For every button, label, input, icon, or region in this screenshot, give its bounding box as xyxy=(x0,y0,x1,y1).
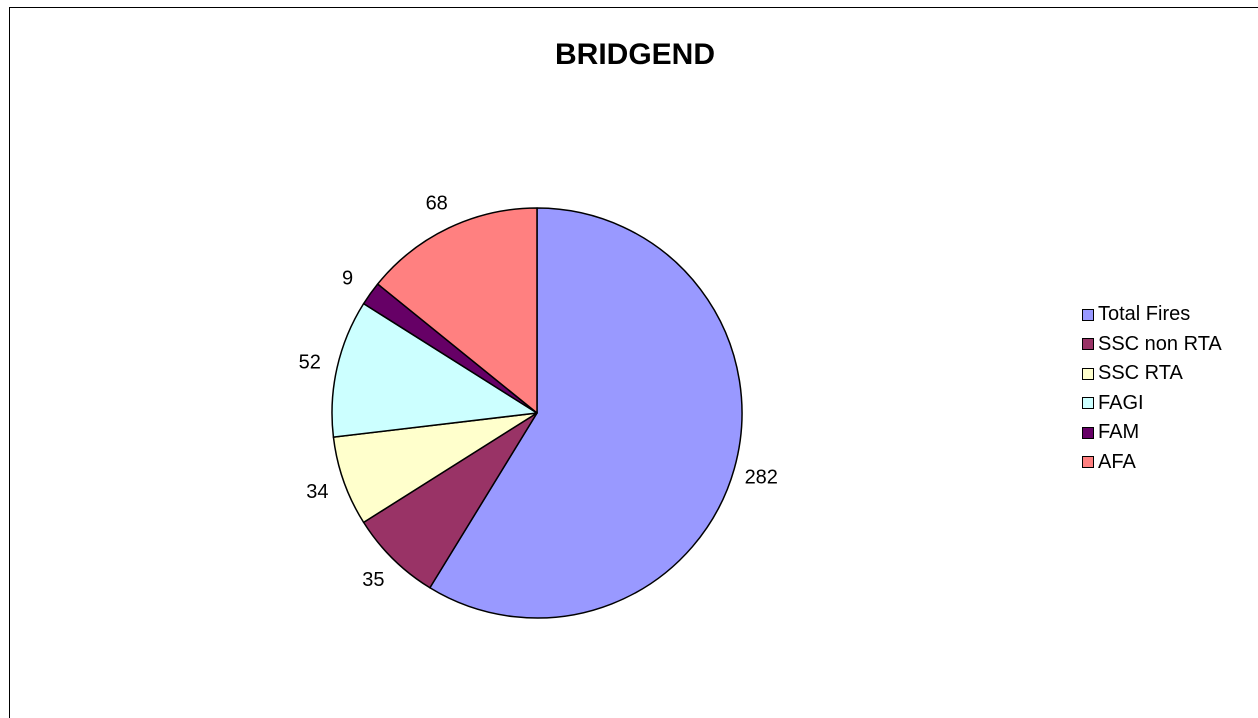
legend-item: FAGI xyxy=(1082,389,1222,419)
chart-legend: Total Fires SSC non RTA SSC RTA FAGI FAM AFA xyxy=(1082,300,1222,477)
legend-swatch xyxy=(1082,367,1094,380)
legend-label: Total Fires xyxy=(1098,303,1191,326)
data-label-afa: 68 xyxy=(426,193,448,215)
pie-slice-total-fires xyxy=(429,207,743,619)
data-label-ssc-non-rta: 35 xyxy=(362,569,384,591)
legend-swatch xyxy=(1082,338,1094,351)
legend-swatch xyxy=(1082,397,1094,410)
legend-label: FAGI xyxy=(1098,391,1144,414)
legend-label: SSC non RTA xyxy=(1098,332,1222,355)
legend-item: SSC RTA xyxy=(1082,359,1222,389)
legend-swatch xyxy=(1082,456,1094,469)
legend-item: Total Fires xyxy=(1082,300,1222,330)
data-label-fagi: 52 xyxy=(299,352,321,374)
legend-label: SSC RTA xyxy=(1098,362,1183,385)
legend-label: FAM xyxy=(1098,421,1140,444)
legend-label: AFA xyxy=(1098,450,1136,473)
data-label-total-fires: 282 xyxy=(745,466,778,488)
legend-item: FAM xyxy=(1082,418,1222,448)
legend-item: SSC non RTA xyxy=(1082,330,1222,360)
data-label-fam: 9 xyxy=(342,267,353,289)
legend-swatch xyxy=(1082,308,1094,321)
legend-swatch xyxy=(1082,426,1094,439)
data-label-ssc-rta: 34 xyxy=(306,481,328,503)
chart-title: BRIDGEND xyxy=(554,38,715,71)
pie-slice-afa xyxy=(376,207,538,414)
pie-slice-fagi xyxy=(331,302,538,438)
legend-item: AFA xyxy=(1082,448,1222,478)
